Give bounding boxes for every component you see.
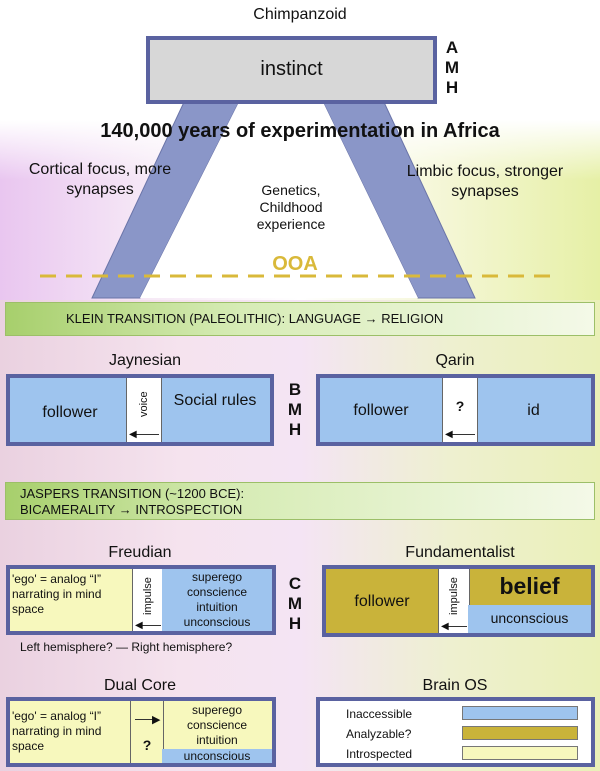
limbic-note: Limbic focus, stronger synapses [406,163,564,200]
voice-label: voice [138,391,150,417]
dual-core-box: 'ego' = analog “I” narrating in mind spa… [6,697,276,767]
qarin-question: ? [455,398,465,414]
dual-core-conscience-line: conscience [186,718,248,732]
legend-swatch-inaccessible [462,706,578,720]
dual-core-question: ? [142,737,152,753]
freudian-conscience-line: conscience [186,585,248,599]
cmh-letter-m: M [287,594,303,613]
amh-letters: A M H [443,38,461,98]
amh-letter-h: H [445,78,459,97]
instinct-label: instinct [260,58,323,80]
qarin-box: follower ? ◀ id [316,374,595,446]
freudian-box: 'ego' = analog “I” narrating in mind spa… [6,565,276,635]
jaspers-transition-band: JASPERS TRANSITION (~1200 BCE): BICAMERA… [5,482,595,520]
bmh-letter-b: B [288,380,302,399]
freudian-ego: 'ego' = analog “I” narrating in mind spa… [12,572,102,616]
klein-transition-band: KLEIN TRANSITION (PALEOLITHIC): LANGUAGE… [5,302,595,336]
voice-arrow-head: ◀ [129,429,137,440]
fundamentalist-unconscious: unconscious [468,605,591,633]
freudian-impulse-channel: impulse ◀ [132,569,164,631]
jaspers-line-2: BICAMERALITY → INTROSPECTION [20,502,243,517]
voice-channel: voice ◀ [126,378,162,442]
dual-core-superego: superego conscience intuition [162,701,272,748]
hemisphere-caption: Left hemisphere? — Right hemisphere? [20,640,233,654]
legend-swatch-analyzable [462,726,578,740]
legend-label-inaccessible: Inaccessible [346,707,413,721]
triangle-interior [140,100,418,298]
freudian-intuition-line: intuition [196,600,238,614]
fundamentalist-title: Fundamentalist [405,544,515,561]
qarin-channel: ? ◀ [442,378,478,442]
dual-core-title: Dual Core [103,677,177,694]
dual-core-unconscious: unconscious [162,749,272,763]
cortical-note: Cortical focus, more synapses [28,161,172,198]
legend-swatch-introspected [462,746,578,760]
freudian-unconscious-line: unconscious [183,615,251,629]
brain-os-legend: Inaccessible Analyzable? Introspected [316,697,595,767]
freudian-title: Freudian [108,544,172,561]
ooa-label: OOA [272,253,318,275]
jaspers-line-1: JASPERS TRANSITION (~1200 BCE): [20,486,245,501]
instinct-box: instinct [146,36,437,104]
fundamentalist-follower: follower [354,593,410,610]
triangle-diagram [40,99,560,299]
dual-core-channel: ▶ ? [130,701,164,763]
jaynesian-follower: follower [42,404,98,421]
qarin-arrow-line [447,434,475,435]
voice-arrow-line [131,434,159,435]
legend-label-introspected: Introspected [346,747,413,761]
freudian-superego: superego conscience intuition unconsciou… [162,569,272,631]
cmh-letters: C M H [286,574,304,634]
cmh-letter-c: C [288,574,302,593]
fundamentalist-impulse-channel: impulse ◀ [438,569,470,633]
bmh-letter-m: M [287,400,303,419]
freudian-arrow-head: ◀ [135,620,143,631]
triangle-text: Genetics, Childhood experience [256,182,326,232]
qarin-id: id [527,402,540,419]
dual-core-superego-line: superego [191,703,243,717]
cmh-letter-h: H [288,614,302,633]
qarin-follower: follower [353,402,409,419]
qarin-arrow-head: ◀ [445,429,453,440]
klein-label: KLEIN TRANSITION (PALEOLITHIC): LANGUAGE… [66,311,444,326]
dual-core-ego: 'ego' = analog “I” narrating in mind spa… [12,709,102,753]
headline: 140,000 years of experimentation in Afri… [100,120,500,142]
fundamentalist-arrow-head: ◀ [441,621,449,632]
dual-core-arrow-head: ▶ [152,714,161,726]
dual-core-arrow-line [135,719,157,720]
dual-core-intuition-line: intuition [196,733,238,747]
social-rules: Social rules [173,392,257,409]
amh-letter-m: M [444,58,460,77]
fundamentalist-belief: belief [499,573,560,599]
bmh-letters: B M H [286,380,304,440]
freudian-arrow-line [137,625,161,626]
chimpanzoid-title: Chimpanzoid [253,6,347,23]
fundamentalist-box: follower impulse ◀ belief unconscious [322,565,595,637]
fundamentalist-impulse: impulse [448,577,460,615]
jaynesian-box: follower voice ◀ Social rules [6,374,274,446]
qarin-title: Qarin [435,352,475,369]
jaynesian-title: Jaynesian [108,352,182,369]
brain-os-title: Brain OS [422,677,488,694]
legend-label-analyzable: Analyzable? [346,727,412,741]
bmh-letter-h: H [288,420,302,439]
amh-letter-a: A [445,38,459,57]
freudian-superego-line: superego [191,570,243,584]
freudian-impulse: impulse [142,577,154,615]
fundamentalist-arrow-line [443,626,467,627]
